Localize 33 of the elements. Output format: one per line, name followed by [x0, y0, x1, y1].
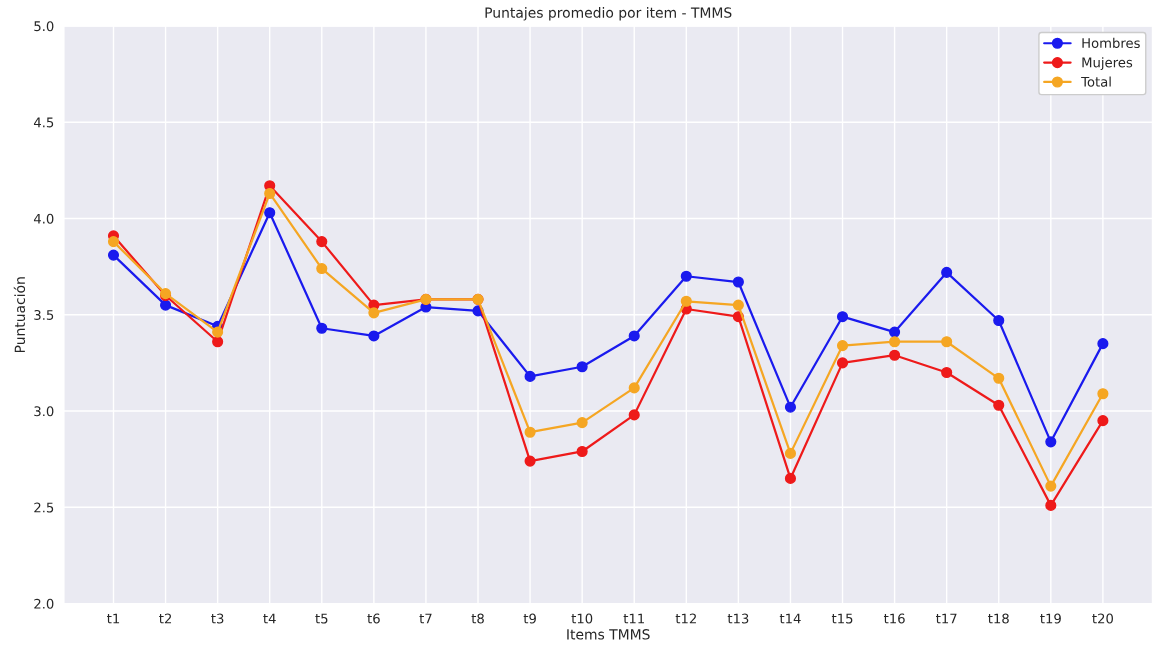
- legend-label: Total: [1081, 76, 1111, 87]
- x-tick-label: t2: [159, 613, 172, 624]
- x-tick-label: t10: [571, 613, 593, 624]
- x-axis-title: Items TMMS: [567, 629, 650, 640]
- x-tick-label: t9: [523, 613, 536, 624]
- y-tick-label: 5.0: [34, 21, 54, 32]
- x-tick-label: t5: [315, 613, 328, 624]
- y-tick-label: 2.5: [34, 502, 54, 513]
- x-tick-label: t11: [623, 613, 644, 624]
- x-tick-label: t19: [1040, 613, 1061, 624]
- x-tick-label: t8: [471, 613, 484, 624]
- x-tick-label: t1: [107, 613, 120, 624]
- x-tick-label: t18: [988, 613, 1009, 624]
- y-tick-label: 2.0: [34, 598, 54, 609]
- x-tick-label: t4: [263, 613, 276, 624]
- x-tick-label: t14: [779, 613, 801, 624]
- x-tick-label: t16: [883, 613, 905, 624]
- x-tick-label: t13: [727, 613, 749, 624]
- x-tick-label: t3: [211, 613, 224, 624]
- legend-label: Mujeres: [1082, 57, 1133, 70]
- y-tick-label: 4.0: [33, 213, 54, 224]
- legend-label: Hombres: [1082, 37, 1140, 49]
- x-tick-label: t17: [936, 613, 957, 624]
- x-tick-label: t12: [675, 613, 696, 624]
- x-tick-label: t7: [419, 613, 432, 624]
- x-tick-label: t15: [831, 613, 853, 624]
- y-tick-label: 3.5: [34, 309, 54, 320]
- y-tick-label: 3.0: [34, 406, 54, 417]
- x-tick-label: t6: [367, 613, 380, 624]
- y-tick-label: 4.5: [33, 117, 54, 128]
- x-tick-label: t20: [1092, 613, 1113, 624]
- chart-title: Puntajes promedio por item - TMMS: [485, 7, 732, 21]
- y-axis-title: Puntuación: [13, 277, 26, 353]
